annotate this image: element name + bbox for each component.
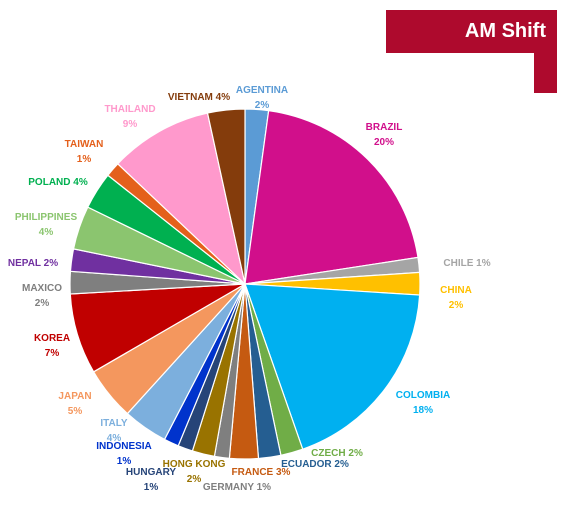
pie-slice-vietnam: [206, 108, 246, 285]
pie-label-colombia: COLOMBIA 18%: [396, 390, 450, 416]
pie-slice-brazil: [244, 109, 419, 285]
pie-slices: [69, 108, 421, 460]
pie-label-agentina: AGENTINA 2%: [236, 85, 288, 111]
pie-label-ecuador: ECUADOR 2%: [281, 459, 349, 470]
pie-labels: AGENTINA 2% BRAZIL 20% CHILE 1% CHINA 2% COLOMB…: [8, 85, 491, 493]
pie-label-taiwan: TAIWAN 1%: [65, 139, 104, 165]
pie-label-indonesia: INDONESIA 1%: [96, 441, 152, 467]
pie-label-nepal: NEPAL 2%: [8, 258, 58, 269]
am-shift-banner: AM Shift: [386, 10, 557, 53]
pie-label-maxico: MAXICO 2%: [22, 283, 62, 309]
pie-label-vietnam: VIETNAM 4%: [168, 92, 230, 103]
pie-label-italy: ITALY 4%: [100, 418, 128, 444]
pie-label-france: FRANCE 3%: [232, 467, 291, 478]
pie-label-hong-kong: HONG KONG 2%: [163, 459, 226, 485]
pie-label-poland: POLAND 4%: [28, 177, 88, 188]
pie-slice-thailand: [116, 112, 247, 286]
am-shift-title: AM Shift: [464, 20, 546, 42]
pie-label-germany: GERMANY 1%: [203, 482, 271, 493]
am-shift-banner-tab: [534, 53, 557, 93]
pie-label-brazil: BRAZIL 20%: [366, 122, 403, 148]
pie-label-czech: CZECH 2%: [311, 448, 363, 459]
pie-label-philippines: PHILIPPINES 4%: [15, 212, 78, 238]
pie-label-korea: KOREA 7%: [34, 333, 70, 359]
pie-label-hungary: HUNGARY 1%: [126, 467, 177, 493]
pie-label-chile: CHILE 1%: [443, 258, 490, 269]
pie-label-china: CHINA 2%: [440, 285, 472, 311]
pie-label-japan: JAPAN 5%: [58, 391, 91, 417]
pie-label-thailand: THAILAND 9%: [104, 104, 155, 130]
